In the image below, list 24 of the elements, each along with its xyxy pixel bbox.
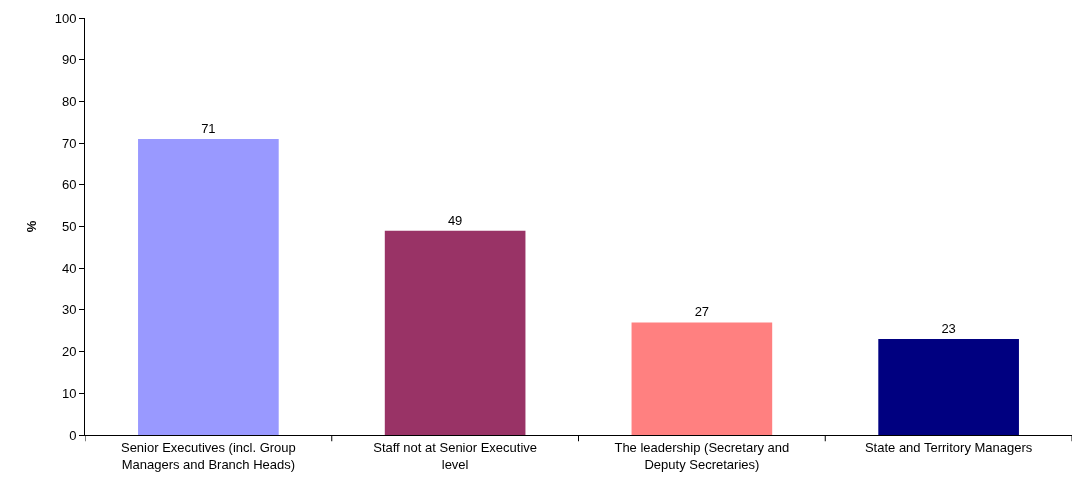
y-tick-label: 90 bbox=[61, 52, 77, 68]
bar bbox=[138, 138, 279, 435]
bar bbox=[384, 230, 526, 435]
y-tick-label: 70 bbox=[61, 135, 77, 151]
y-axis-title: % bbox=[23, 220, 39, 233]
y-tick-label: 30 bbox=[61, 302, 77, 318]
data-label: 71 bbox=[201, 120, 216, 136]
x-tick-label: Senior Executives (incl. Group Managers and Branch Heads) bbox=[120, 439, 296, 472]
x-tick-label: Staff not at Senior Executive level bbox=[373, 439, 538, 472]
bar bbox=[631, 322, 773, 435]
data-label: 27 bbox=[694, 304, 710, 320]
y-tick-label: 80 bbox=[61, 93, 77, 109]
y-tick-label: 40 bbox=[61, 260, 77, 276]
y-tick-label: 20 bbox=[61, 344, 77, 360]
y-tick-label: 0 bbox=[69, 427, 77, 443]
x-tick-label: State and Territory Managers bbox=[864, 439, 1033, 455]
data-label: 49 bbox=[447, 212, 463, 228]
y-tick-label: 50 bbox=[61, 219, 77, 235]
x-tick-label: The leadership (Secretary and Deputy Secretaries) bbox=[614, 439, 790, 472]
data-label: 23 bbox=[941, 321, 956, 337]
y-tick-label: 100 bbox=[54, 10, 77, 26]
bar bbox=[878, 339, 1019, 435]
y-tick-label: 10 bbox=[61, 385, 77, 401]
y-tick-label: 60 bbox=[61, 177, 77, 193]
